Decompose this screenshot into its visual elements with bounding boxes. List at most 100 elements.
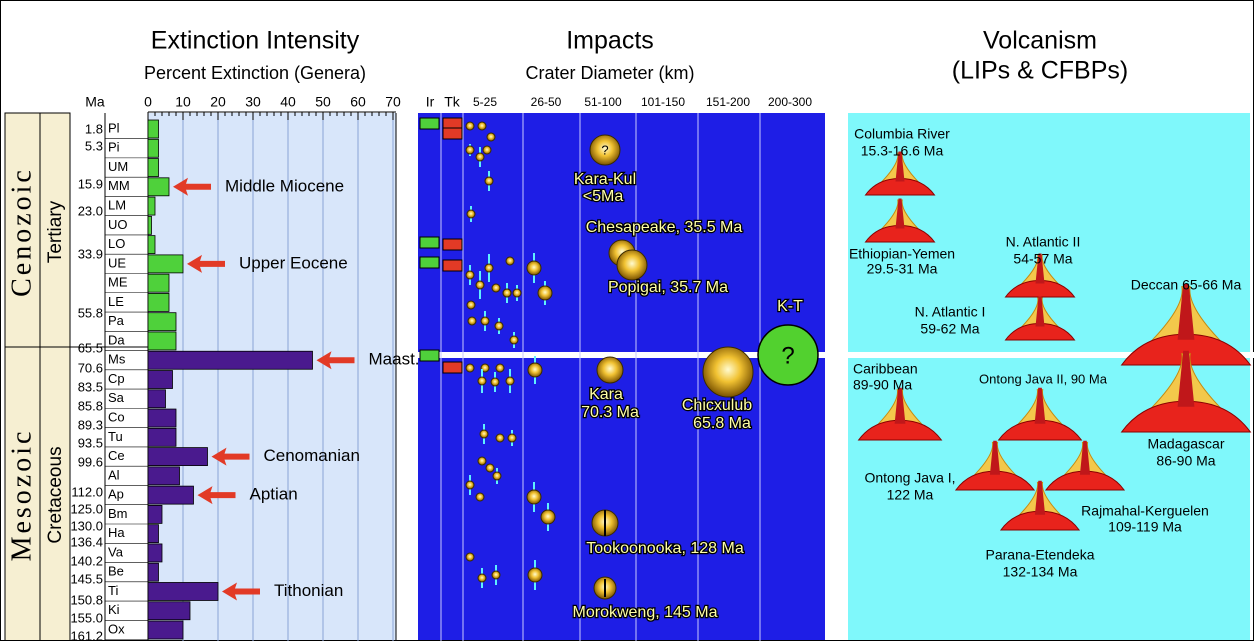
age-label: 112.0	[71, 484, 103, 499]
lip-label: 132-134 Ma	[1003, 564, 1078, 580]
crater	[541, 510, 555, 524]
stage-label: Pi	[108, 140, 120, 155]
bar	[148, 602, 190, 620]
crater	[487, 133, 495, 141]
iridium-marker	[420, 237, 439, 248]
lip-label: Madagascar	[1147, 436, 1224, 452]
stage-label: UM	[108, 159, 128, 174]
column-label: Tk	[444, 94, 461, 110]
panel-title: Extinction Intensity	[151, 27, 360, 55]
column-label: 200-300	[768, 95, 812, 109]
bar	[148, 467, 180, 485]
annotation: Maast.	[369, 350, 420, 369]
x-tick-label: 70	[385, 94, 401, 110]
stage-label: Ap	[108, 487, 124, 502]
crater	[485, 177, 493, 185]
stage-label: Sa	[108, 390, 125, 405]
bar	[148, 332, 176, 350]
bar	[148, 197, 155, 215]
age-label: 5.3	[85, 138, 103, 153]
crater-label: <5Ma	[583, 188, 624, 205]
column-label: 101-150	[641, 95, 685, 109]
bar	[148, 505, 162, 523]
lip-label: 109-119 Ma	[1108, 519, 1182, 535]
iridium-marker	[420, 350, 439, 361]
crater	[495, 322, 503, 330]
crater	[466, 481, 474, 489]
bar	[148, 178, 169, 196]
lip-label: Ethiopian-Yemen	[849, 246, 955, 262]
crater-label: Chesapeake, 35.5 Ma	[586, 219, 743, 236]
era-label: Mesozoic	[6, 429, 37, 562]
crater-label: 65.8 Ma	[693, 415, 751, 432]
age-label: 140.2	[70, 553, 103, 568]
age-label: 161.2	[70, 628, 103, 641]
age-label: 145.5	[70, 571, 103, 586]
crater-label: 70.3 Ma	[581, 404, 639, 421]
lip-label: Ontong Java I,	[864, 470, 955, 486]
unknown-mark: ?	[781, 342, 794, 369]
stage-label: Al	[108, 467, 120, 482]
column-label: Ir	[426, 94, 435, 110]
era-label: Cenozoic	[6, 167, 37, 297]
stage-label: LO	[108, 236, 125, 251]
panel-subtitle: Crater Diameter (km)	[525, 63, 694, 83]
crater	[466, 553, 474, 561]
bar	[148, 563, 159, 581]
column-label: 26-50	[531, 95, 562, 109]
crater	[466, 122, 474, 130]
crater	[503, 289, 511, 297]
x-tick-label: 60	[350, 94, 366, 110]
stage-label: Co	[108, 409, 125, 424]
crater	[496, 434, 504, 442]
age-label: 65.5	[78, 340, 103, 355]
bar	[148, 621, 183, 639]
bar	[148, 486, 194, 504]
panel-subtitle: Percent Extinction (Genera)	[144, 63, 366, 83]
x-tick-label: 10	[175, 94, 191, 110]
crater	[478, 122, 486, 130]
bar	[148, 216, 152, 234]
crater	[486, 464, 494, 472]
crater-label: Chicxulub	[682, 397, 752, 414]
crater	[506, 377, 514, 385]
bar	[148, 139, 159, 157]
bar	[148, 390, 166, 408]
crater	[467, 301, 475, 309]
crater	[476, 153, 484, 161]
lip-label: 54-57 Ma	[1013, 251, 1072, 267]
bar	[148, 274, 169, 292]
lip-label: Deccan 65-66 Ma	[1131, 277, 1242, 293]
age-label: 150.8	[70, 592, 103, 607]
period-label: Cretaceous	[45, 446, 66, 543]
annotation: Tithonian	[274, 581, 343, 600]
stage-label: Ox	[108, 621, 125, 636]
stage-label: Va	[108, 544, 124, 559]
lip-label: N. Atlantic II	[1006, 234, 1081, 250]
crater	[496, 364, 504, 372]
figure: Extinction Intensity Percent Extinction …	[0, 0, 1254, 641]
stage-label: Pl	[108, 120, 120, 135]
crater	[513, 289, 521, 297]
annotation: Aptian	[250, 485, 298, 504]
age-heading: Ma	[85, 94, 105, 110]
crater	[478, 574, 486, 582]
bar	[148, 525, 159, 543]
crater	[617, 250, 647, 280]
bar	[148, 371, 173, 389]
crater-label: Popigai, 35.7 Ma	[608, 279, 728, 296]
crater	[478, 457, 486, 465]
crater-label: Kara	[589, 386, 623, 403]
crater	[492, 571, 500, 579]
lip-label: Caribbean	[853, 361, 918, 377]
lip-label: 122 Ma	[887, 487, 934, 503]
crater	[508, 434, 516, 442]
age-label: 83.5	[78, 379, 103, 394]
age-label: 85.8	[78, 398, 103, 413]
iridium-marker	[420, 257, 439, 268]
age-label: 33.9	[78, 246, 103, 261]
stage-label: Be	[108, 564, 124, 579]
lip-label: 89-90 Ma	[853, 377, 912, 393]
crater	[528, 363, 542, 377]
lip-label: 15.3-16.6 Ma	[861, 143, 944, 159]
